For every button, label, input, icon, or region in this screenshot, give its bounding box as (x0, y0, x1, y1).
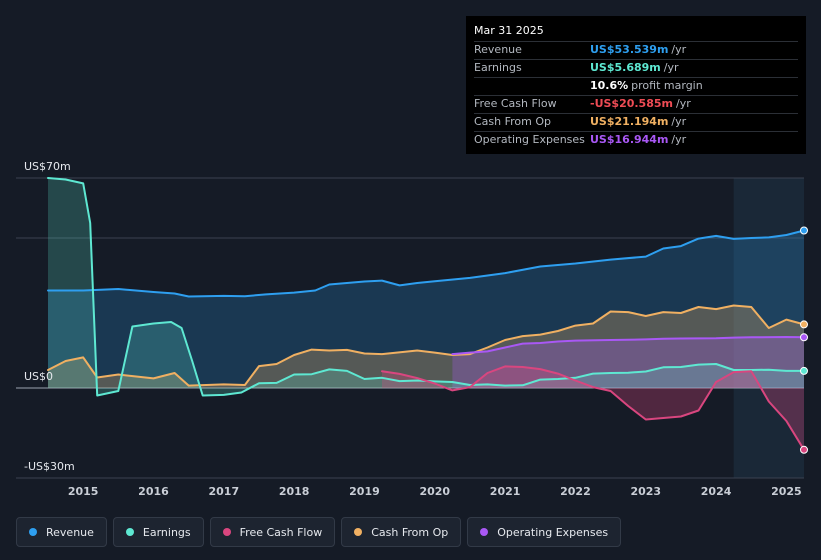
tooltip-value: US$5.689m (590, 61, 661, 74)
tooltip-label (474, 78, 590, 95)
legend-label: Earnings (142, 525, 191, 539)
tooltip-row-free-cash-flow: Free Cash Flow -US$20.585m/yr (474, 95, 798, 113)
tooltip-unit: /yr (675, 97, 691, 110)
x-tick-label: 2016 (138, 485, 169, 498)
legend-item-cash-from-op[interactable]: Cash From Op (341, 517, 462, 547)
area-revenue (48, 230, 804, 388)
end-marker-revenue (800, 226, 808, 235)
legend-label: Free Cash Flow (239, 525, 323, 539)
legend-item-operating-expenses[interactable]: Operating Expenses (467, 517, 622, 547)
legend-item-earnings[interactable]: Earnings (112, 517, 204, 547)
end-marker-earnings (800, 366, 808, 375)
series-areas (48, 178, 804, 450)
tooltip-label: Revenue (474, 43, 522, 56)
legend-dot-icon (222, 528, 231, 536)
x-tick-label: 2021 (490, 485, 521, 498)
tooltip-row-profit-margin: 10.6% profit margin (474, 77, 798, 95)
tooltip-row-revenue: Revenue US$53.539m/yr (474, 41, 798, 59)
series-end-markers (800, 226, 808, 454)
x-tick-label: 2017 (209, 485, 240, 498)
legend-dot-icon (480, 528, 489, 536)
tooltip-date: Mar 31 2025 (474, 24, 544, 37)
x-tick-label: 2023 (630, 485, 661, 498)
y-axis-labels: US$70m US$0 -US$30m (24, 160, 75, 473)
tooltip-rows: Revenue US$53.539m/yr Earnings US$5.689m/yr… (474, 41, 798, 149)
tooltip-value: -US$20.585m (590, 97, 673, 110)
tooltip-label: Free Cash Flow (474, 97, 557, 110)
gridlines (16, 177, 804, 479)
x-axis-labels: 2015 2016 2017 2018 2019 2020 2021 2022 2023 2024… (68, 485, 802, 498)
y-tick-label: US$70m (24, 160, 71, 173)
legend-dot-icon (354, 528, 363, 536)
legend-label: Cash From Op (371, 525, 449, 539)
x-tick-label: 2022 (560, 485, 591, 498)
tooltip-row-cash-from-op: Cash From Op US$21.194m/yr (474, 113, 798, 131)
legend-label: Operating Expenses (497, 525, 609, 539)
tooltip-panel: Mar 31 2025 Revenue US$53.539m/yr Earnings… (466, 16, 806, 154)
x-tick-label: 2024 (701, 485, 732, 498)
legend-item-revenue[interactable]: Revenue (16, 517, 107, 547)
x-tick-label: 2018 (279, 485, 310, 498)
tooltip-value: US$16.944m (590, 133, 669, 146)
legend-label: Revenue (46, 525, 94, 539)
tooltip-value: 10.6% (590, 79, 629, 92)
line-operating-expenses (451, 336, 805, 356)
end-marker-operating-expenses (800, 333, 808, 342)
legend-item-free-cash-flow[interactable]: Free Cash Flow (209, 517, 336, 547)
y-tick-label: -US$30m (24, 460, 75, 473)
area-cash-from-op (48, 305, 804, 388)
legend-dot-icon (29, 528, 37, 536)
tooltip-row-earnings: Earnings US$5.689m/yr (474, 59, 798, 77)
legend-dot-icon (125, 528, 134, 536)
tooltip-label: Cash From Op (474, 115, 552, 128)
legend: Revenue Earnings Free Cash Flow Cash From O… (16, 517, 622, 547)
x-tick-label: 2025 (771, 485, 802, 498)
tooltip-unit: /yr (671, 43, 687, 56)
area-free-cash-flow (382, 366, 804, 450)
tooltip-label: Operating Expenses (474, 133, 585, 146)
tooltip-unit: profit margin (631, 79, 703, 92)
tooltip-value: US$53.539m (590, 43, 669, 56)
line-revenue (47, 229, 805, 298)
end-marker-free-cash-flow (800, 445, 808, 454)
x-tick-label: 2015 (68, 485, 99, 498)
series-lines (47, 177, 805, 451)
area-operating-expenses (452, 337, 804, 388)
tooltip-label: Earnings (474, 61, 522, 74)
tooltip-value: US$21.194m (590, 115, 669, 128)
end-marker-cash-from-op (800, 320, 808, 329)
area-earnings (48, 178, 804, 396)
tooltip-unit: /yr (663, 61, 679, 74)
x-tick-label: 2020 (419, 485, 450, 498)
line-earnings (47, 177, 805, 397)
tooltip-unit: /yr (671, 133, 687, 146)
tooltip-row-operating-expenses: Operating Expenses US$16.944m/yr (474, 131, 798, 149)
y-tick-label: US$0 (24, 370, 53, 383)
x-tick-label: 2019 (349, 485, 380, 498)
tooltip-unit: /yr (671, 115, 687, 128)
line-free-cash-flow (381, 365, 805, 451)
